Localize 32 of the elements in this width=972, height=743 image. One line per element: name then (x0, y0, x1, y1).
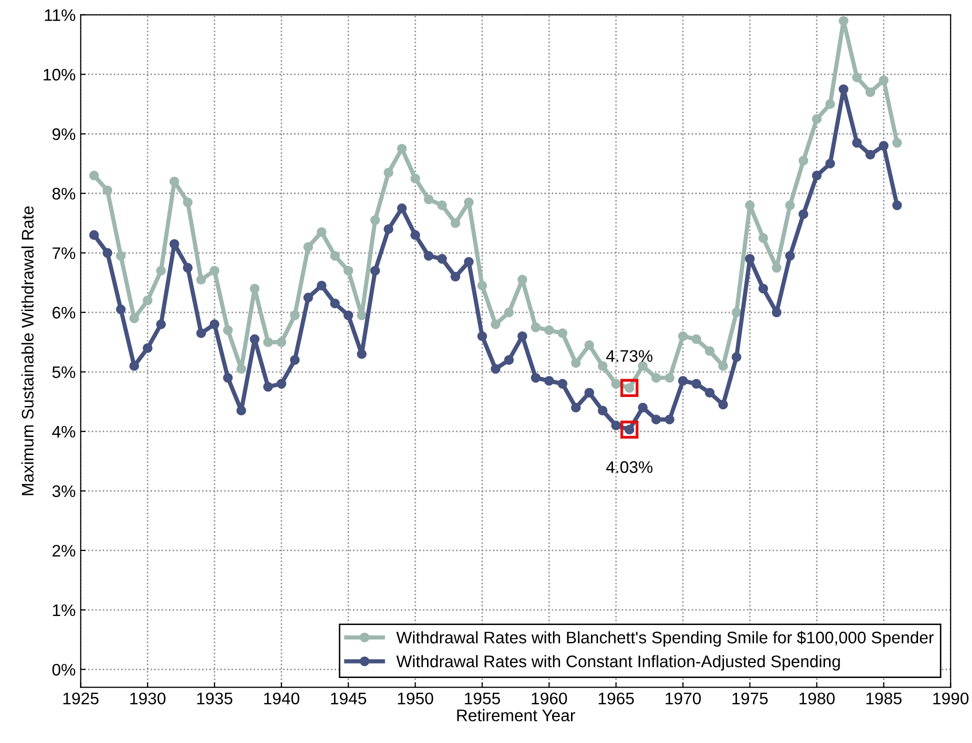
y-tick-label: 5% (52, 366, 76, 378)
x-tick-label: 1940 (264, 692, 300, 704)
x-tick-label: 1945 (331, 692, 366, 704)
annotation: 4.73% (606, 350, 652, 362)
x-tick-label: 1975 (732, 692, 768, 704)
y-tick-label: 8% (52, 188, 76, 200)
y-tick-label: 4% (52, 426, 76, 438)
legend-label: Withdrawal Rates with Blanchett's Spending Smile for $100,000 Spender (396, 630, 934, 647)
x-tick-label: 1965 (598, 692, 634, 704)
x-tick-label: 1935 (197, 692, 232, 704)
x-tick-label: 1985 (866, 692, 902, 704)
y-tick-label: 9% (52, 128, 76, 140)
y-tick-label: 11% (44, 9, 76, 21)
x-tick-label: 1970 (666, 692, 701, 704)
x-tick-label: 1930 (130, 692, 166, 704)
x-tick-label: 1960 (532, 692, 567, 704)
y-tick-label: 3% (52, 485, 76, 498)
y-tick-label: 0% (52, 664, 76, 676)
x-tick-label: 1980 (800, 692, 835, 704)
legend-label: Withdrawal Rates with Constant Inflation-Adjusted Spending (396, 655, 840, 671)
annotation: 4.03% (606, 461, 652, 473)
y-tick-label: 2% (52, 544, 76, 557)
y-axis-title: Maximum Sustainable Withdrawal Rate (21, 206, 34, 496)
y-tick-label: 6% (52, 306, 76, 319)
x-tick-label: 1955 (464, 692, 500, 704)
y-tick-label: 7% (52, 247, 76, 260)
y-tick-label: 10% (44, 68, 76, 81)
y-tick-label: 1% (52, 604, 76, 616)
x-tick-label: 1925 (63, 692, 99, 704)
x-axis-title: Retirement Year (457, 709, 576, 722)
x-tick-label: 1950 (398, 692, 434, 704)
x-tick-label: 1990 (933, 692, 969, 704)
